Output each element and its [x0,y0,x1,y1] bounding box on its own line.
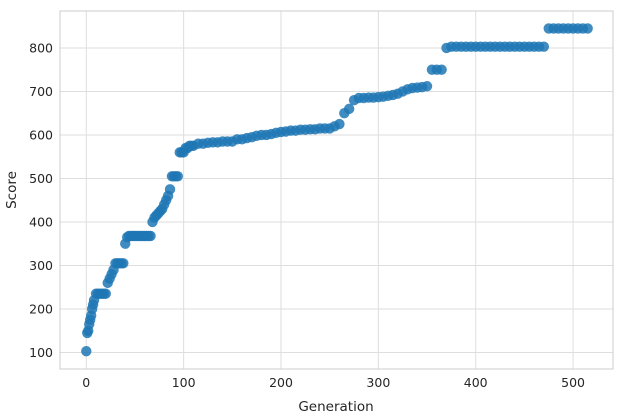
data-point [81,345,92,357]
data-point [100,288,111,299]
data-point [334,118,345,130]
x-tick-label: 500 [561,375,585,390]
data-point [538,41,550,52]
y-tick-label: 500 [29,171,53,186]
data-point [421,81,433,92]
tick-labels: 0 100 200 300 400 500 100 200 300 400 500 600 700 800 [29,40,585,390]
y-tick-label: 100 [29,345,53,360]
y-tick-label: 800 [29,40,53,55]
y-tick-label: 700 [29,84,53,99]
data-point [164,184,176,195]
x-axis-label: Generation [298,399,373,415]
x-tick-label: 400 [464,375,488,390]
y-tick-label: 600 [29,127,53,142]
data-points [81,23,593,357]
x-tick-label: 300 [366,375,390,390]
data-point [343,103,355,115]
x-tick-label: 100 [172,375,196,390]
grid-layer [60,11,613,369]
x-tick-label: 0 [82,375,90,390]
data-point [436,64,447,75]
data-point [172,171,184,182]
y-axis-label: Score [4,171,20,209]
y-tick-label: 300 [29,258,53,273]
plot-frame [59,10,614,370]
y-tick-label: 200 [29,301,53,316]
data-point [582,23,593,34]
data-point [145,230,156,242]
data-point [118,258,129,269]
x-tick-label: 200 [269,375,293,390]
y-tick-label: 400 [29,214,53,229]
